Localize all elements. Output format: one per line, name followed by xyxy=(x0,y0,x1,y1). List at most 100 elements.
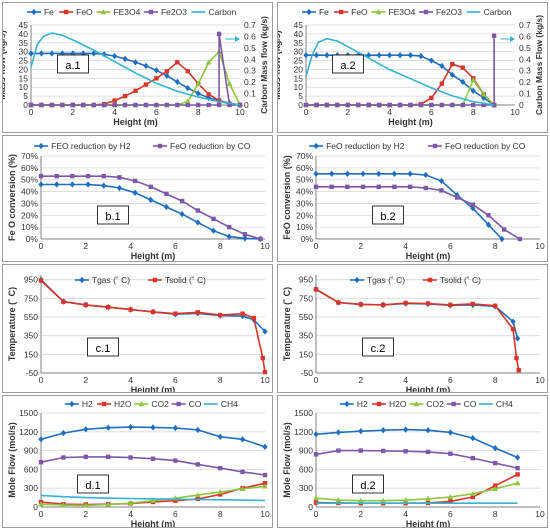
y-tick-label: 20 xyxy=(19,64,29,74)
panel-label-box xyxy=(77,474,109,494)
data-point xyxy=(387,102,392,108)
panel-label: c.2 xyxy=(371,343,386,355)
y-axis-title: Fe O conversion (%) xyxy=(7,154,17,241)
y-tick-label: 0% xyxy=(26,234,39,244)
chart-d2: 0 300 600 900 1200 1500 0 2 4 6 8 10 Height (m) Mole … xyxy=(282,399,545,529)
series-line-tsolidc xyxy=(40,280,266,373)
data-point xyxy=(262,472,268,478)
y-tick-label: 550 xyxy=(24,312,38,322)
data-point xyxy=(150,456,156,461)
y-tick-label: 30% xyxy=(296,198,313,208)
legend-swatch-marker xyxy=(451,401,456,407)
data-point xyxy=(143,62,149,70)
data-point xyxy=(448,302,453,308)
x-tick-label: 6 xyxy=(173,509,178,519)
y-tick-label: 25 xyxy=(294,56,304,66)
y-tick-label: 0 xyxy=(298,100,303,110)
y-tick-label: 10% xyxy=(21,222,38,232)
y-tick-label: 20% xyxy=(296,210,313,220)
y-tick-label: 15 xyxy=(19,73,29,83)
y-axis-title: Mass flow (kg/s) xyxy=(278,30,282,100)
data-point xyxy=(391,170,397,177)
data-point xyxy=(345,184,350,190)
data-point xyxy=(211,216,216,222)
data-point xyxy=(460,102,465,108)
data-point xyxy=(492,485,498,492)
series-line-co2 xyxy=(315,482,518,502)
y2-tick-label: 0.4 xyxy=(519,54,531,64)
data-point xyxy=(49,102,55,108)
legend-label: Fe xyxy=(319,7,329,17)
data-point xyxy=(329,184,334,190)
y-tick-label: 40% xyxy=(21,187,38,197)
data-point xyxy=(81,102,86,108)
x-tick-label: 2 xyxy=(345,107,350,117)
x-tick-label: 10 xyxy=(260,509,270,519)
legend-swatch-marker xyxy=(376,401,382,407)
panel-label: a.2 xyxy=(340,60,355,72)
legend-label: Tgas (˚ C) xyxy=(367,275,405,285)
y-tick-label: 40 xyxy=(19,29,29,39)
data-point xyxy=(195,310,200,315)
data-point xyxy=(173,458,178,463)
data-point xyxy=(260,355,265,361)
data-point xyxy=(185,84,191,92)
data-point xyxy=(471,102,476,108)
data-point xyxy=(122,93,128,99)
chart-b2: 0% 10% 20% 30%40% 50% 60% 70% 0 2 4 6 8 10 Height (m)… xyxy=(282,141,545,261)
legend-swatch-marker xyxy=(69,400,75,408)
legend-swatch-marker xyxy=(38,142,44,150)
y-tick-label: -50 xyxy=(26,368,39,378)
x-tick-label: 8 xyxy=(196,107,201,117)
data-point xyxy=(83,502,89,508)
panel-a1: 0 5 10 15 20 25 30 35 40 45 0 0.1 0.2 0.3 0.4 0.5 0.6 0.7… xyxy=(0,2,273,133)
y2-tick-label: 0.6 xyxy=(244,31,256,41)
chart-c2: -50 150 350 550 750 950 0 2 4 6 8 10 Height (m) Tempe… xyxy=(282,275,545,395)
data-point xyxy=(83,302,88,308)
chart-c1: -50 150 350 550 750 950 0 2 4 6 8 10 Height (m) Tempe… xyxy=(7,275,270,395)
data-point xyxy=(105,501,111,507)
data-point xyxy=(460,65,465,70)
legend-swatch-marker xyxy=(100,9,107,15)
legend-label: Carbon xyxy=(483,7,511,17)
legend-label: H2 xyxy=(82,399,93,409)
y-axis-title: Temperature (˚ C) xyxy=(282,287,292,361)
legend-label: FEO reduction by H2 xyxy=(51,141,131,151)
data-point xyxy=(448,451,453,456)
data-point xyxy=(195,208,200,213)
data-point xyxy=(313,184,319,190)
data-point xyxy=(175,60,180,65)
legend-label: H2O xyxy=(389,399,407,409)
data-point xyxy=(360,184,366,190)
legend-label: H2O xyxy=(114,399,132,409)
x-axis-title: Height (m) xyxy=(113,117,158,127)
data-point xyxy=(515,454,521,461)
panel-label-box xyxy=(372,205,404,225)
data-point xyxy=(227,102,232,108)
legend-label: CO2 xyxy=(426,399,444,409)
data-point xyxy=(470,490,476,497)
data-point xyxy=(515,465,520,471)
x-tick-label: 2 xyxy=(358,375,363,385)
data-point xyxy=(54,173,59,179)
data-point xyxy=(85,181,91,188)
carbon-axis-arrowhead xyxy=(510,36,515,42)
y-tick-label: 0 xyxy=(33,502,38,512)
x-tick-label: 6 xyxy=(173,375,178,385)
data-point xyxy=(101,173,106,179)
y-tick-label: 300 xyxy=(299,483,313,493)
y-tick-label: 950 xyxy=(299,275,313,285)
data-point xyxy=(429,102,434,108)
panel-d2: 0 300 600 900 1200 1500 0 2 4 6 8 10 Height (m) Mole … xyxy=(277,395,548,529)
data-point xyxy=(116,184,122,192)
data-point xyxy=(216,31,222,37)
data-point xyxy=(143,82,149,87)
chart-a2: 05101520253035404500.10.20.30.40.50.60.7… xyxy=(272,7,544,127)
x-tick-label: 6 xyxy=(154,107,159,117)
legend-swatch-marker xyxy=(176,401,181,407)
y-tick-label: 50% xyxy=(21,175,38,185)
data-point xyxy=(397,102,403,108)
legend-label: CH4 xyxy=(221,399,238,409)
y2-tick-label: 0.5 xyxy=(519,43,531,53)
y-tick-label: 1200 xyxy=(294,427,313,437)
